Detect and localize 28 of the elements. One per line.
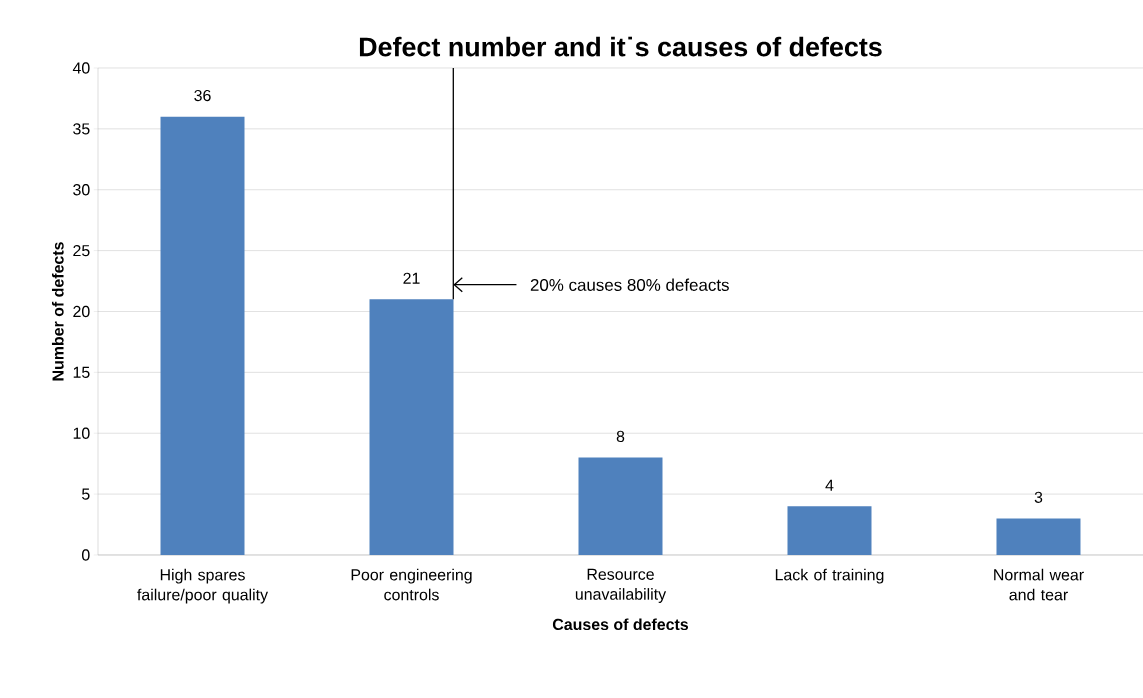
y-tick-label: 25 (73, 244, 90, 257)
annotation: 20% causes 80% defeacts (530, 278, 729, 291)
bar (578, 457, 663, 555)
x-tick-label: Poor engineering controls (351, 568, 472, 601)
x-axis-title: Causes of defects (552, 618, 689, 631)
x-tick-label: High spares failure/poor quality (137, 568, 269, 604)
x-tick-label: Resource unavailability (575, 568, 667, 603)
y-tick-label: 10 (73, 427, 90, 439)
bar (369, 299, 454, 555)
y-axis-title: Number of defects (51, 242, 64, 381)
chart-title: Defect number and it˙s causes of defects (359, 36, 882, 57)
bar (787, 506, 872, 555)
y-tick-label: 5 (82, 488, 90, 500)
bar (160, 116, 245, 555)
y-tick-label: 40 (72, 62, 90, 74)
y-tick-label: 30 (73, 184, 90, 196)
y-tick-label: 20 (73, 305, 90, 318)
x-tick-label: Normal wear and tear (994, 568, 1084, 601)
data-label: 36 (194, 89, 211, 102)
data-label: 4 (825, 479, 834, 491)
x-tick-label: Lack of training (775, 568, 884, 584)
bar (996, 518, 1081, 555)
data-label: 21 (403, 272, 420, 284)
y-tick-label: 35 (73, 123, 90, 135)
data-label: 8 (616, 430, 625, 443)
data-label: 3 (1034, 491, 1043, 503)
y-tick-label: 0 (82, 549, 90, 561)
y-tick-label: 15 (73, 366, 90, 378)
